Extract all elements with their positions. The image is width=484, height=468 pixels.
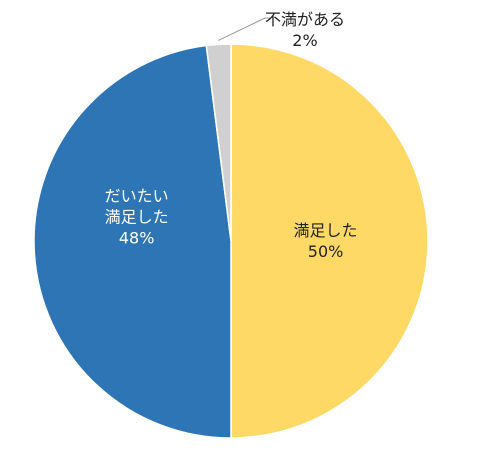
pie-slice	[205, 43, 232, 242]
slice-value-label: 50%	[307, 242, 344, 261]
slice-category: 満足した	[293, 221, 358, 240]
slice-label: だいたい満足した 48%	[102, 185, 171, 248]
leader-line	[218, 17, 271, 41]
pie-slice	[33, 44, 232, 439]
pie-slice	[230, 43, 429, 439]
slice-label: 不満がある 2%	[265, 9, 345, 51]
slice-category: 不満がある	[264, 10, 346, 29]
slice-value-label: 2%	[292, 31, 318, 50]
slice-label: 満足した 50%	[291, 220, 360, 262]
slice-category: だいたい満足した	[104, 186, 169, 227]
slice-value-label: 48%	[118, 228, 155, 248]
